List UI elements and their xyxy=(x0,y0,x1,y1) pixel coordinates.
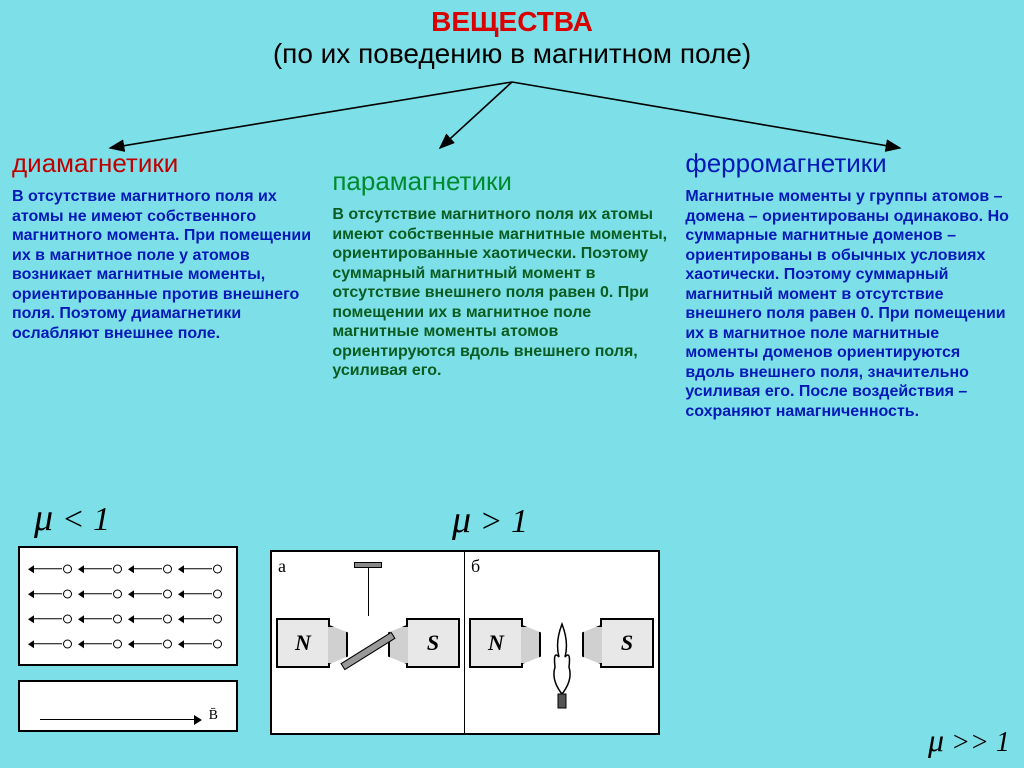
pole-n-label: N xyxy=(295,630,311,656)
atom-icon xyxy=(178,631,228,656)
atom-icon xyxy=(128,606,178,631)
magnet-s-a: S xyxy=(406,618,460,668)
sample-rod-a xyxy=(340,632,395,671)
atom-icon xyxy=(28,631,78,656)
atom-icon xyxy=(128,556,178,581)
para-formula: μ > 1 xyxy=(452,498,528,542)
atom-icon xyxy=(78,581,128,606)
ferro-body: Магнитные моменты у группы атомов – доме… xyxy=(685,187,1012,421)
ferro-formula: μ >> 1 xyxy=(928,722,1010,759)
atom-icon xyxy=(28,606,78,631)
atom-icon xyxy=(78,556,128,581)
panel-a-label: а xyxy=(278,556,286,577)
atom-icon xyxy=(178,581,228,606)
magnet-n-b: N xyxy=(469,618,523,668)
dia-body: В отсутствие магнитного поля их атомы не… xyxy=(12,187,322,343)
flame-icon xyxy=(549,622,575,712)
column-ferromagnetics: ферромагнетики Магнитные моменты у групп… xyxy=(685,148,1012,421)
field-label: B̄ xyxy=(209,708,218,724)
atom-icon xyxy=(128,581,178,606)
atom-icon xyxy=(178,606,228,631)
atom-icon xyxy=(178,556,228,581)
dia-title: диамагнетики xyxy=(12,148,322,179)
atom-icon xyxy=(78,631,128,656)
magnet-s-b: S xyxy=(600,618,654,668)
dia-formula: μ < 1 xyxy=(34,496,110,540)
para-magnets-diagram: а N S б N S xyxy=(270,550,660,735)
magnet-n-a: N xyxy=(276,618,330,668)
pole-n-label-b: N xyxy=(488,630,504,656)
title-block: ВЕЩЕСТВА (по их поведению в магнитном по… xyxy=(0,6,1024,70)
column-paramagnetics: парамагнетики В отсутствие магнитного по… xyxy=(332,148,675,421)
pole-s-label: S xyxy=(427,630,439,656)
pole-s-label-b: S xyxy=(621,630,633,656)
field-arrow xyxy=(40,719,196,721)
atom-icon xyxy=(28,581,78,606)
ferro-title: ферромагнетики xyxy=(685,148,1012,179)
panel-b-label: б xyxy=(471,556,480,577)
dia-field-diagram: B̄ xyxy=(18,680,238,732)
title-main: ВЕЩЕСТВА xyxy=(0,6,1024,38)
para-body: В отсутствие магнитного поля их атомы им… xyxy=(332,205,675,381)
atom-icon xyxy=(128,631,178,656)
columns-container: диамагнетики В отсутствие магнитного пол… xyxy=(0,148,1024,421)
hanger-icon xyxy=(354,562,382,616)
atom-icon xyxy=(78,606,128,631)
para-title: парамагнетики xyxy=(332,166,675,197)
para-panel-a: а N S xyxy=(272,552,465,733)
title-subtitle: (по их поведению в магнитном поле) xyxy=(0,38,1024,70)
atom-icon xyxy=(28,556,78,581)
column-diamagnetics: диамагнетики В отсутствие магнитного пол… xyxy=(12,148,322,421)
para-panel-b: б N S xyxy=(465,552,658,733)
dia-atoms-diagram xyxy=(18,546,238,666)
